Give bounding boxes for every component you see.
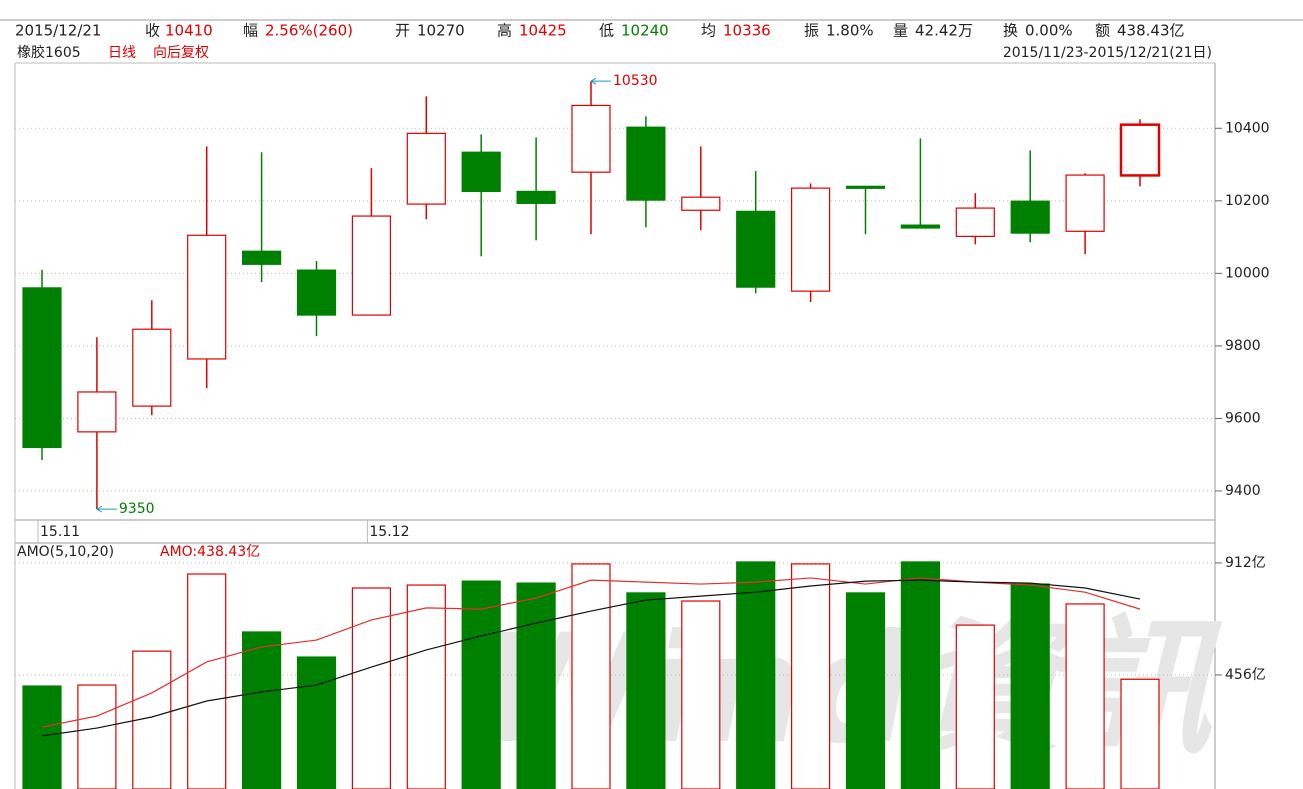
adjust: 向后复权 xyxy=(153,44,209,61)
volume-bar xyxy=(461,580,501,789)
volume-bar xyxy=(406,584,446,789)
y-tick-label: 9400 xyxy=(1225,483,1261,499)
header-item: 换 xyxy=(1003,22,1018,40)
header-item: 10410 xyxy=(165,22,213,40)
header-item: 量 xyxy=(893,22,908,40)
candle-body xyxy=(242,250,282,265)
volume-bar xyxy=(242,631,282,789)
symbol: 橡胶1605 xyxy=(17,44,81,61)
volume-bar xyxy=(1065,603,1105,789)
header-item: 10425 xyxy=(519,22,567,40)
header-item: 均 xyxy=(701,22,716,40)
candle-body xyxy=(516,190,556,204)
candle-body xyxy=(681,196,721,211)
volume-bar xyxy=(296,656,337,789)
candle-body xyxy=(790,187,831,292)
candle-body xyxy=(1010,200,1050,234)
header-item: 2015/12/21 xyxy=(15,22,101,40)
annotation: 10530 xyxy=(613,73,658,89)
volume-bar xyxy=(351,587,391,789)
indicator-value: AMO:438.43亿 xyxy=(160,544,260,560)
candle-body xyxy=(900,224,941,229)
volume-bar xyxy=(571,563,611,789)
volume-bar xyxy=(790,563,831,789)
indicator-title: AMO(5,10,20) xyxy=(17,544,114,560)
y-tick-label: 10400 xyxy=(1225,120,1270,136)
header-item: 10240 xyxy=(621,22,669,40)
header-item: 438.43亿 xyxy=(1117,22,1185,40)
header-item: 高 xyxy=(497,22,512,40)
ma-line xyxy=(41,579,1141,737)
candle-body xyxy=(571,104,611,173)
y-tick-label: 456亿 xyxy=(1225,667,1266,683)
y-tick-label: 10200 xyxy=(1225,193,1270,209)
annotation: 9350 xyxy=(119,501,155,517)
header-item: 10270 xyxy=(417,22,465,40)
header-item: 开 xyxy=(395,22,410,40)
candle-body xyxy=(845,185,886,189)
candle-body xyxy=(296,269,337,316)
candle-body xyxy=(187,234,227,360)
y-tick-label: 912亿 xyxy=(1225,555,1266,571)
y-tick-label: 9800 xyxy=(1225,338,1261,354)
candle-body xyxy=(1065,174,1105,232)
volume-bar xyxy=(1120,678,1160,789)
ma-line xyxy=(41,577,1141,728)
header-item: 10336 xyxy=(723,22,771,40)
candle-body xyxy=(132,328,172,407)
header-item: 额 xyxy=(1095,22,1110,40)
x-tick-label: 15.11 xyxy=(40,524,80,540)
candle-body xyxy=(22,287,62,449)
header-item: 低 xyxy=(599,22,614,40)
volume-bar xyxy=(77,684,117,789)
header-item: 振 xyxy=(804,22,819,40)
volume-bar xyxy=(22,685,62,789)
candle-body xyxy=(351,215,391,316)
candle-body xyxy=(461,151,501,192)
date-range: 2015/11/23-2015/12/21(21日) xyxy=(1003,45,1212,61)
volume-bar xyxy=(187,573,227,789)
volume-bar xyxy=(900,561,941,789)
candle-body xyxy=(955,207,995,237)
volume-bar xyxy=(845,592,886,789)
y-tick-label: 9600 xyxy=(1225,410,1261,426)
volume-bar xyxy=(955,624,995,789)
header-item: 1.80% xyxy=(826,22,874,40)
header-item: 0.00% xyxy=(1025,22,1073,40)
volume-bar xyxy=(516,582,556,789)
volume-bar xyxy=(1010,583,1050,789)
y-tick-label: 10000 xyxy=(1225,265,1270,281)
candle-body xyxy=(736,210,776,288)
header-item: 收 xyxy=(145,22,160,40)
volume-bar xyxy=(736,561,776,789)
candle-body xyxy=(406,132,446,205)
candle-body xyxy=(1119,123,1161,177)
volume-bar xyxy=(681,600,721,789)
x-tick-label: 15.12 xyxy=(369,524,409,540)
header-item: 2.56%(260) xyxy=(265,22,353,40)
candle-body xyxy=(626,126,666,201)
volume-bar xyxy=(626,592,666,789)
header-item: 42.42万 xyxy=(915,22,973,40)
period: 日线 xyxy=(108,45,136,61)
header-item: 幅 xyxy=(243,22,258,40)
annotation-arrow xyxy=(590,77,611,85)
annotation-arrow xyxy=(96,505,117,513)
candle-body xyxy=(77,391,117,433)
